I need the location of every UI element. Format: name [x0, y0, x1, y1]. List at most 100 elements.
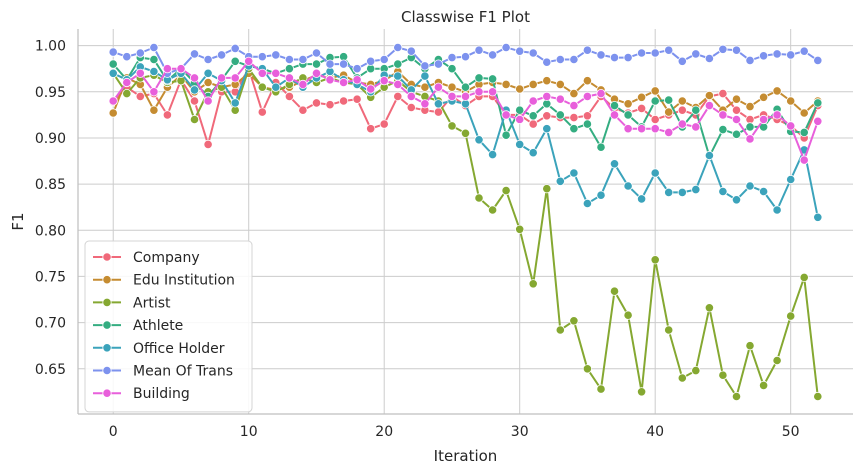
data-point: [311, 48, 322, 58]
data-point: [745, 55, 755, 66]
legend-item: Athlete: [93, 318, 183, 334]
data-point: [122, 89, 132, 99]
data-point: [799, 127, 809, 137]
legend-label: Athlete: [133, 318, 183, 334]
data-point: [379, 54, 389, 65]
data-point: [203, 96, 213, 106]
data-point: [528, 79, 538, 90]
data-point: [650, 168, 660, 178]
series-building: [108, 56, 823, 165]
data-point: [406, 46, 416, 56]
data-point: [366, 124, 376, 134]
data-point: [745, 181, 755, 191]
data-point: [677, 119, 687, 129]
data-point: [271, 50, 281, 60]
data-point: [650, 255, 660, 265]
data-point: [352, 64, 362, 74]
data-point: [176, 64, 186, 74]
data-point: [772, 355, 782, 366]
x-tick-label: 40: [646, 424, 664, 440]
data-point: [203, 54, 213, 65]
x-tick-label: 0: [109, 424, 118, 440]
data-point: [813, 98, 823, 108]
legend-label: Edu Institution: [133, 273, 235, 289]
data-point: [609, 110, 620, 120]
data-point: [623, 99, 633, 109]
data-point: [623, 110, 633, 120]
data-point: [650, 96, 660, 106]
data-point: [636, 103, 647, 114]
data-point: [664, 107, 674, 117]
data-point: [691, 365, 701, 376]
data-point: [718, 186, 728, 197]
data-point: [311, 59, 322, 69]
y-tick-label: 1.00: [35, 39, 66, 55]
data-point: [772, 49, 782, 59]
data-point: [162, 110, 172, 120]
data-point: [799, 155, 809, 165]
data-point: [786, 50, 796, 60]
data-point: [338, 59, 349, 69]
data-point: [691, 122, 701, 132]
data-point: [555, 79, 565, 90]
data-point: [393, 79, 403, 90]
data-point: [162, 64, 172, 74]
data-point: [257, 68, 267, 78]
data-point: [813, 116, 823, 126]
data-point: [677, 96, 687, 106]
legend: Company Edu Institution Artist Athlete Offic…: [84, 240, 253, 413]
y-tick-label: 0.80: [35, 223, 66, 239]
data-point: [528, 119, 538, 129]
legend-label: Mean Of Trans: [133, 364, 233, 380]
data-point: [298, 105, 308, 115]
data-point: [447, 91, 457, 102]
data-point: [772, 86, 782, 96]
data-point: [149, 87, 159, 97]
data-point: [447, 52, 457, 63]
data-point: [704, 90, 715, 101]
data-point: [366, 56, 376, 66]
data-point: [596, 142, 606, 152]
data-point: [609, 159, 620, 169]
data-point: [325, 75, 335, 85]
data-point: [338, 77, 349, 88]
data-point: [108, 47, 118, 57]
data-point: [636, 92, 647, 102]
data-point: [745, 134, 755, 144]
data-point: [515, 84, 525, 94]
data-point: [636, 387, 647, 397]
data-point: [731, 195, 742, 205]
data-point: [257, 107, 267, 117]
data-point: [718, 370, 728, 380]
data-point: [799, 108, 809, 118]
data-point: [528, 279, 538, 289]
y-tick-label: 0.70: [35, 316, 66, 332]
data-point: [433, 82, 443, 92]
data-point: [758, 92, 769, 102]
data-point: [731, 94, 742, 104]
data-point: [718, 44, 728, 54]
data-point: [623, 310, 633, 320]
data-point: [379, 76, 389, 86]
data-point: [650, 124, 660, 134]
y-axis-label: F1: [9, 212, 27, 230]
data-point: [149, 42, 159, 53]
data-point: [149, 105, 159, 115]
data-point: [487, 87, 498, 97]
data-point: [582, 76, 593, 86]
data-point: [542, 91, 552, 102]
data-point: [677, 373, 687, 383]
data-point: [189, 73, 200, 83]
data-point: [582, 198, 593, 209]
data-point: [731, 129, 742, 139]
data-point: [786, 96, 796, 106]
data-point: [230, 43, 240, 54]
x-tick-label: 20: [375, 424, 393, 440]
data-point: [284, 64, 294, 74]
data-point: [542, 184, 552, 194]
data-point: [677, 56, 687, 66]
legend-label: Company: [133, 250, 200, 266]
legend-marker: [102, 320, 112, 330]
data-point: [460, 52, 471, 62]
data-point: [664, 95, 674, 105]
